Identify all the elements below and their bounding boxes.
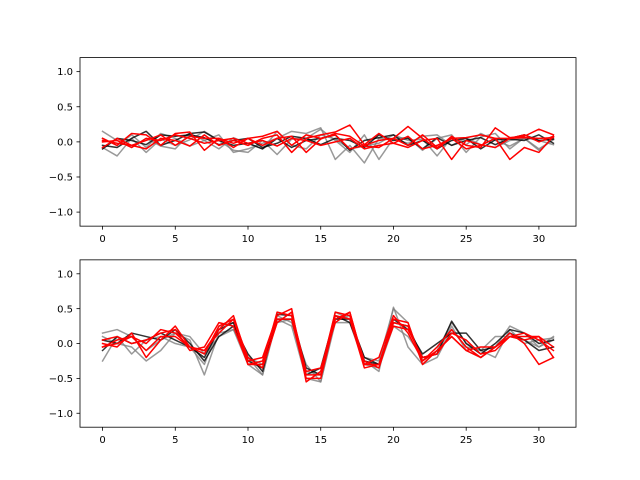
- y-tick-label: 1.0: [57, 269, 73, 280]
- plot-area: [101, 306, 555, 383]
- series-line-7: [101, 124, 555, 154]
- series-line-8: [101, 311, 555, 380]
- x-tick-label: 5: [172, 234, 178, 245]
- x-tick-label: 10: [242, 435, 255, 446]
- x-tick-label: 15: [314, 435, 327, 446]
- series-line-8: [101, 134, 555, 161]
- x-tick-label: 0: [99, 435, 105, 446]
- series-line-7: [101, 311, 555, 376]
- y-tick-label: −1.0: [49, 208, 73, 219]
- x-tick-label: 0: [99, 234, 105, 245]
- y-tick-label: −1.0: [49, 409, 73, 420]
- y-tick-label: 0.5: [57, 304, 73, 315]
- y-tick-label: 0.5: [57, 102, 73, 113]
- x-tick-label: 25: [460, 435, 473, 446]
- x-tick-label: 30: [533, 435, 546, 446]
- x-tick-label: 20: [387, 234, 400, 245]
- plot-area: [101, 124, 555, 164]
- bottom-subplot: 0 5 10 15 20 25 30 −1.0 −0.5 0.0 0.5 1.0: [49, 259, 577, 446]
- x-tick-label: 20: [387, 435, 400, 446]
- y-tick-label: 0.0: [57, 137, 73, 148]
- x-tick-label: 10: [242, 234, 255, 245]
- x-tick-label: 15: [314, 234, 327, 245]
- x-tick-label: 5: [172, 435, 178, 446]
- x-tick-label: 25: [460, 234, 473, 245]
- y-tick-label: −0.5: [49, 374, 73, 385]
- x-tick-label: 30: [533, 234, 546, 245]
- y-tick-label: 1.0: [57, 67, 73, 78]
- y-tick-label: 0.0: [57, 339, 73, 350]
- top-subplot: 0 5 10 15 20 25 30 −1.0 −0.5 0.0 0.5 1.0: [49, 57, 577, 245]
- series-line-6: [101, 125, 555, 154]
- series-line-5: [101, 307, 555, 383]
- y-tick-label: −0.5: [49, 173, 73, 184]
